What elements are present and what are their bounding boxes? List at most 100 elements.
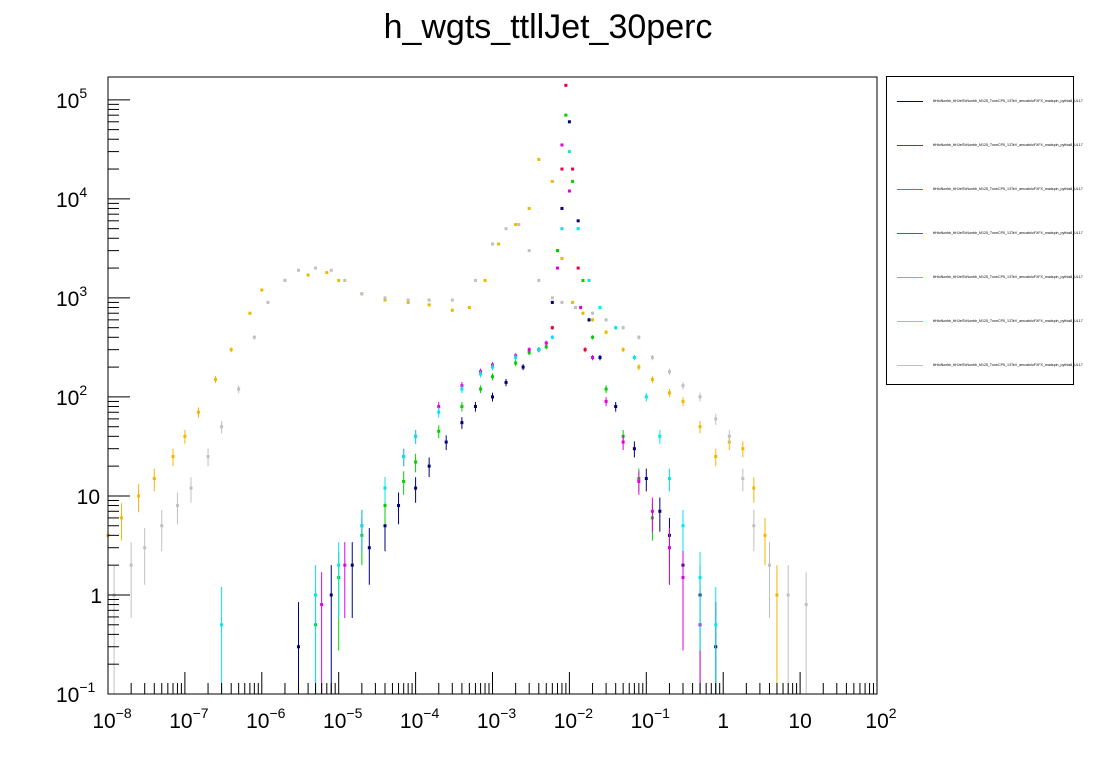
data-point — [337, 278, 341, 282]
data-point — [576, 219, 580, 223]
data-point — [521, 365, 525, 369]
data-point — [402, 455, 406, 459]
data-point — [650, 356, 654, 360]
data-point — [571, 179, 575, 183]
data-point — [137, 494, 141, 498]
data-point — [214, 377, 218, 381]
data-point — [491, 395, 494, 399]
data-point — [576, 266, 580, 270]
data-point — [460, 405, 464, 409]
data-point — [383, 504, 387, 508]
legend-swatch — [897, 189, 923, 190]
data-point — [479, 372, 483, 376]
data-point — [537, 278, 541, 282]
data-point — [650, 377, 654, 381]
data-point — [560, 206, 564, 210]
data-point — [560, 227, 564, 231]
plot-frame — [107, 76, 878, 695]
data-point — [206, 455, 210, 459]
data-point — [544, 345, 548, 349]
data-point — [587, 318, 591, 322]
data-point — [220, 623, 224, 627]
data-point — [550, 300, 554, 304]
y-tick-label: 10 — [77, 486, 100, 509]
data-point — [337, 563, 341, 567]
data-point — [383, 486, 387, 490]
data-point — [414, 486, 418, 490]
data-point — [567, 189, 571, 193]
data-point — [614, 405, 618, 409]
data-point — [320, 603, 324, 607]
x-tick-label: 10−4 — [400, 705, 440, 733]
data-point — [189, 486, 193, 490]
data-point — [514, 223, 518, 227]
x-tick-label: 10−1 — [631, 705, 671, 733]
data-point — [579, 305, 583, 309]
data-point — [555, 249, 559, 253]
data-point — [527, 348, 531, 352]
data-point — [343, 563, 347, 567]
data-point — [714, 455, 718, 459]
data-point — [681, 384, 685, 388]
data-point — [437, 410, 441, 414]
legend-entry: ttHtoNonbb_ttHJetToNonbb_M125_TuneCP5_13… — [887, 227, 1083, 241]
data-point — [727, 434, 731, 438]
data-point — [314, 266, 318, 270]
legend-entry: ttHtoNonbb_ttHJetToNonbb_M125_TuneCP5_13… — [887, 139, 1083, 153]
data-point — [260, 288, 264, 292]
data-point — [604, 330, 608, 334]
data-point — [383, 298, 387, 302]
data-point — [196, 410, 200, 414]
data-point — [698, 425, 702, 429]
data-point — [786, 593, 790, 597]
data-point — [450, 298, 454, 302]
data-point — [143, 546, 147, 550]
data-point — [604, 387, 608, 391]
data-point — [229, 348, 233, 352]
data-point — [621, 326, 625, 330]
data-point — [560, 256, 564, 260]
data-point — [483, 278, 487, 282]
data-point — [437, 405, 441, 409]
legend-entry: ttHtoNonbb_ttHJetToNonbb_M125_TuneCP5_13… — [887, 359, 1083, 373]
data-point — [266, 300, 270, 304]
data-point — [698, 395, 702, 399]
data-point — [550, 335, 554, 339]
data-point — [658, 434, 662, 438]
legend-label: ttHtoNonbb_ttHJetToNonbb_M125_TuneCP5_13… — [933, 319, 1083, 323]
legend-label: ttHtoNonbb_ttHJetToNonbb_M125_TuneCP5_13… — [933, 363, 1083, 367]
series-7 — [112, 223, 808, 694]
x-tick-label: 1 — [717, 710, 729, 733]
data-point — [252, 335, 256, 339]
data-point — [120, 516, 124, 520]
data-point — [406, 298, 410, 302]
data-point — [681, 524, 685, 528]
data-point — [604, 399, 608, 403]
data-point — [427, 464, 431, 468]
legend-entry: ttHtoNonbb_ttHJetToNonbb_M125_TuneCP5_13… — [887, 315, 1083, 329]
data-point — [804, 603, 808, 607]
data-point — [491, 365, 494, 369]
data-point — [537, 348, 541, 352]
data-point — [497, 242, 501, 246]
data-point — [491, 242, 494, 246]
data-point — [667, 546, 671, 550]
data-point — [248, 311, 252, 315]
y-tick-label: 10−1 — [56, 679, 96, 707]
data-point — [550, 326, 554, 330]
data-point — [621, 348, 625, 352]
data-point — [587, 278, 591, 282]
data-point — [752, 524, 756, 528]
data-point — [517, 223, 521, 227]
data-point — [383, 296, 387, 300]
data-point — [775, 593, 779, 597]
data-point — [714, 623, 718, 627]
legend-entry: ttHtoNonbb_ttHJetToNonbb_M125_TuneCP5_13… — [887, 95, 1083, 109]
data-point — [473, 405, 477, 409]
data-point — [571, 167, 575, 171]
y-tick-label: 103 — [56, 283, 87, 311]
data-point — [591, 318, 595, 322]
data-point — [527, 351, 531, 355]
data-point — [129, 563, 133, 567]
